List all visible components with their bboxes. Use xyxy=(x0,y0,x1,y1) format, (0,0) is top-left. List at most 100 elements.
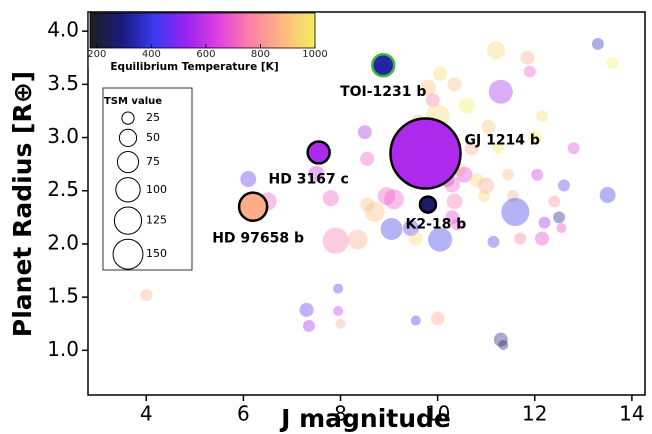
y-tick-label: 2.0 xyxy=(47,230,79,254)
planet-point xyxy=(548,195,561,208)
planet-point xyxy=(322,227,349,254)
size-legend-circle xyxy=(115,177,141,203)
planet-point xyxy=(486,41,505,60)
planet-point xyxy=(380,218,403,241)
x-tick-label: 6 xyxy=(237,402,250,426)
planet-point xyxy=(502,168,515,181)
colorbar-label: Equilibrium Temperature [K] xyxy=(110,61,278,73)
planet-point xyxy=(498,339,509,351)
planet-point xyxy=(302,319,315,332)
planet-point xyxy=(451,218,464,231)
planet-point xyxy=(599,186,616,203)
size-legend-box xyxy=(102,87,193,271)
planet-point xyxy=(364,202,385,222)
planet-point xyxy=(360,151,375,166)
size-legend-circle xyxy=(118,128,138,147)
x-axis-label: J magnitude xyxy=(279,404,451,433)
x-tick-label: 12 xyxy=(522,402,547,426)
size-legend-label: 50 xyxy=(146,131,160,144)
planet-point xyxy=(488,79,513,104)
y-tick-label: 3.5 xyxy=(47,71,79,95)
highlighted-planet xyxy=(389,117,462,190)
size-legend-title: TSM value xyxy=(104,96,162,107)
size-legend-circle xyxy=(121,111,135,125)
y-axis-label: Planet Radius [R⊕] xyxy=(8,71,37,337)
planet-point xyxy=(464,141,479,156)
planet-point xyxy=(357,125,372,140)
highlighted-planet xyxy=(306,140,331,165)
planet-point xyxy=(535,231,550,246)
planet-point xyxy=(408,231,423,246)
planet-point xyxy=(446,193,463,210)
planet-point xyxy=(425,93,440,108)
y-tick-label: 2.5 xyxy=(47,177,79,201)
planet-point xyxy=(308,165,325,182)
planet-point xyxy=(506,190,519,203)
planet-label: TOI-1231 b xyxy=(340,84,426,100)
planet-point xyxy=(538,216,551,229)
size-legend-label: 25 xyxy=(146,111,160,124)
size-legend-label: 150 xyxy=(146,247,167,260)
planet-point xyxy=(487,235,500,248)
points xyxy=(140,37,619,351)
size-legend-label: 75 xyxy=(146,155,160,168)
planet-point xyxy=(383,189,404,210)
planet-point xyxy=(377,187,396,206)
y-tick-label: 1.0 xyxy=(47,337,79,361)
size-legend-label: 125 xyxy=(146,214,167,227)
planet-point xyxy=(514,232,527,245)
planet-point xyxy=(347,229,368,250)
colorbar-tick-label: 600 xyxy=(196,49,215,60)
colorbar-tick-label: 800 xyxy=(251,49,270,60)
planet-point xyxy=(520,50,535,65)
planet-point xyxy=(523,65,536,78)
planet-point xyxy=(556,222,567,233)
y-tick-label: 1.5 xyxy=(47,284,79,308)
planet-point xyxy=(536,110,549,123)
planet-point xyxy=(430,311,445,326)
planet-point xyxy=(501,197,530,227)
planet-label: HD 3167 c xyxy=(268,171,348,187)
planet-point xyxy=(527,130,542,145)
highlighted-planet xyxy=(371,52,396,78)
planet-point xyxy=(492,142,505,155)
colorbar-tick-label: 200 xyxy=(87,49,106,60)
colorbar-tick-label: 1000 xyxy=(302,49,327,60)
size-legend-circle xyxy=(113,206,143,235)
planet-point xyxy=(322,190,339,207)
planet-point xyxy=(606,57,619,70)
y-tick-label: 3.0 xyxy=(47,124,79,148)
x-tick-label: 10 xyxy=(425,402,450,426)
size-legend-circle xyxy=(116,150,140,174)
planet-point xyxy=(335,318,346,329)
size-legend-circle xyxy=(112,238,144,270)
planet-label: K2-18 b xyxy=(406,217,467,233)
x-tick-label: 8 xyxy=(334,402,347,426)
planet-point xyxy=(481,119,496,134)
planet-point xyxy=(458,97,475,114)
colorbar xyxy=(89,12,316,49)
size-legend-label: 100 xyxy=(146,183,167,196)
planet-point xyxy=(410,315,421,326)
planet-point xyxy=(299,302,314,317)
planet-label: GJ 1214 b xyxy=(465,132,540,148)
planet-point xyxy=(447,77,462,92)
planet-point xyxy=(240,171,257,188)
highlighted-planet xyxy=(418,195,438,214)
planet-point xyxy=(428,227,453,252)
plot-frame xyxy=(87,11,646,396)
planet-point xyxy=(433,66,448,81)
x-tick-label: 4 xyxy=(140,402,153,426)
planet-point xyxy=(591,37,604,50)
planet-point xyxy=(360,197,375,212)
planet-point xyxy=(333,283,344,294)
planet-point xyxy=(557,179,570,192)
x-tick-label: 14 xyxy=(619,402,644,426)
colorbar-tick-label: 400 xyxy=(142,49,161,60)
planet-point xyxy=(419,79,436,96)
highlighted-planet xyxy=(237,191,269,222)
y-tick-label: 4.0 xyxy=(47,18,79,42)
planet-point xyxy=(402,219,419,236)
planet-point xyxy=(531,168,544,181)
planet-point xyxy=(493,332,508,347)
